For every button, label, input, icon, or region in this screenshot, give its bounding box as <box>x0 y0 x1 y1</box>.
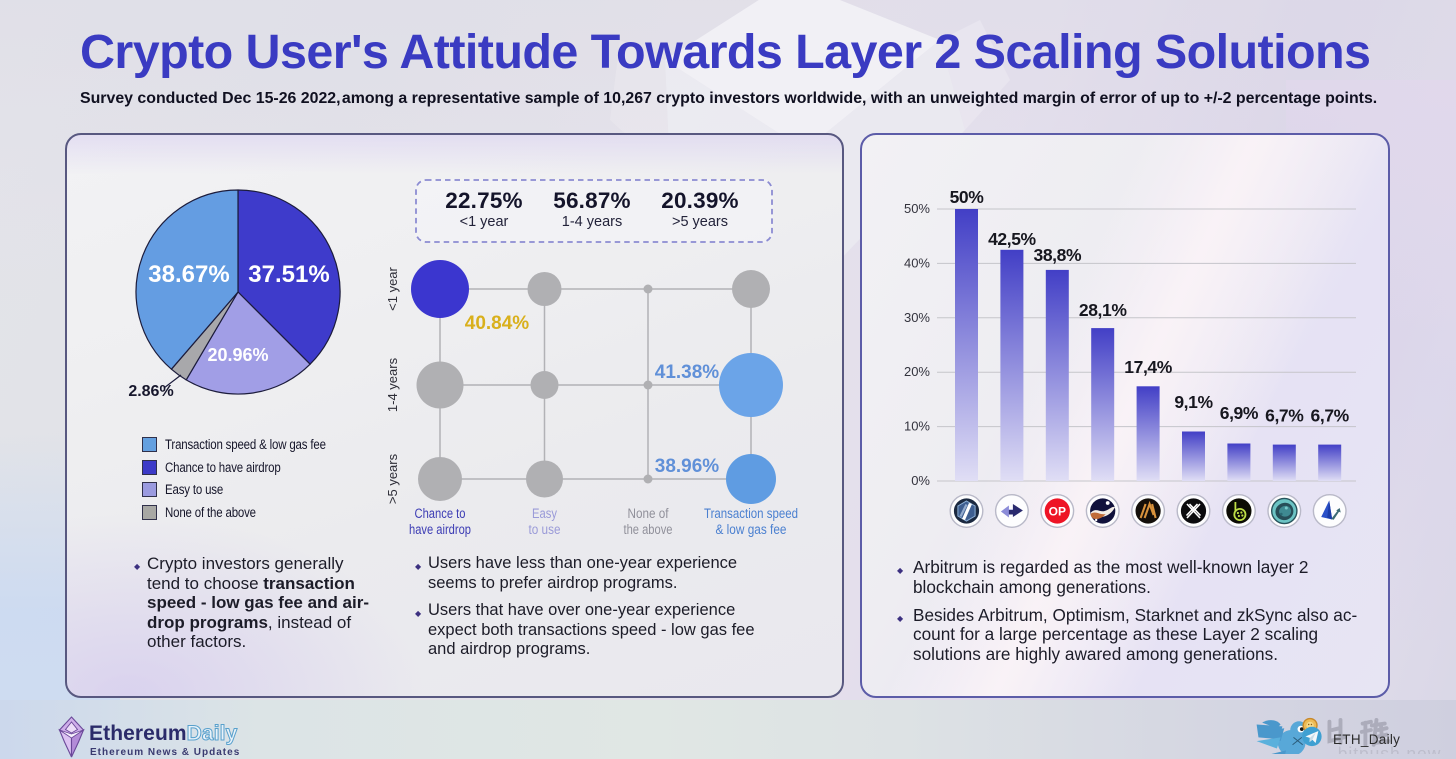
svg-text:6,7%: 6,7% <box>1311 406 1350 426</box>
svg-text:6,9%: 6,9% <box>1220 403 1259 423</box>
svg-text:42,5%: 42,5% <box>988 229 1036 249</box>
svg-text:40.84%: 40.84% <box>465 313 530 334</box>
svg-text:Easy: Easy <box>532 506 557 521</box>
svg-text:30%: 30% <box>904 310 930 325</box>
svg-text:OP: OP <box>1049 505 1066 519</box>
svg-text:6,7%: 6,7% <box>1265 406 1304 426</box>
svg-text:<1 year: <1 year <box>385 266 400 310</box>
svg-text:20.96%: 20.96% <box>207 345 268 365</box>
svg-text:38.96%: 38.96% <box>655 456 720 477</box>
svg-text:17,4%: 17,4% <box>1124 357 1172 377</box>
svg-text:the above: the above <box>624 522 673 537</box>
svg-text:20%: 20% <box>904 364 930 379</box>
svg-text:38,8%: 38,8% <box>1033 245 1081 265</box>
svg-text:0%: 0% <box>911 473 930 488</box>
svg-text:>5 years: >5 years <box>385 453 400 504</box>
svg-text:38.67%: 38.67% <box>148 261 229 288</box>
svg-text:41.38%: 41.38% <box>655 362 720 383</box>
svg-text:to use: to use <box>529 522 561 537</box>
svg-text:40%: 40% <box>904 255 930 270</box>
svg-text:None of: None of <box>628 506 669 521</box>
svg-text:37.51%: 37.51% <box>248 261 329 288</box>
svg-text:have airdrop: have airdrop <box>409 522 471 537</box>
svg-text:50%: 50% <box>950 187 985 207</box>
svg-text:Chance to: Chance to <box>415 506 466 521</box>
svg-text:Transaction speed: Transaction speed <box>704 506 798 521</box>
svg-text:10%: 10% <box>904 419 930 434</box>
svg-text:28,1%: 28,1% <box>1079 300 1127 320</box>
svg-text:& low gas fee: & low gas fee <box>716 522 787 537</box>
svg-text:bitpush.news: bitpush.news <box>1338 744 1441 754</box>
svg-text:9,1%: 9,1% <box>1174 392 1213 412</box>
svg-text:1-4 years: 1-4 years <box>385 357 400 412</box>
svg-text:2.86%: 2.86% <box>128 383 173 400</box>
svg-text:50%: 50% <box>904 201 930 216</box>
